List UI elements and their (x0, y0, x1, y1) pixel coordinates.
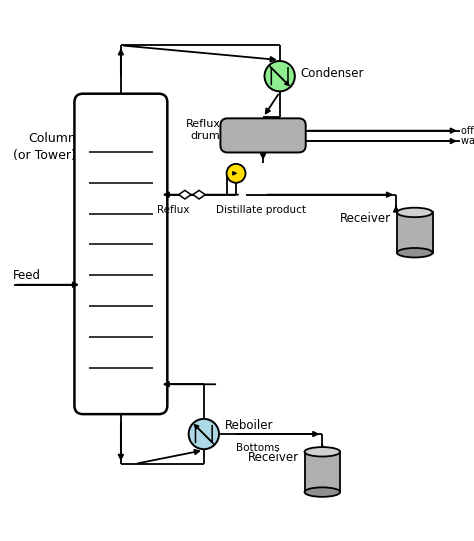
Bar (397, 213, 432, 253)
Ellipse shape (305, 447, 340, 457)
Polygon shape (193, 190, 205, 199)
Circle shape (189, 419, 219, 449)
Text: Feed: Feed (13, 269, 41, 282)
Text: Reflux: Reflux (157, 205, 189, 215)
FancyBboxPatch shape (74, 94, 167, 414)
Text: water outlet: water outlet (461, 136, 474, 146)
Ellipse shape (305, 487, 340, 497)
Text: Reboiler: Reboiler (225, 419, 273, 432)
Ellipse shape (397, 248, 432, 258)
Circle shape (264, 61, 295, 91)
Text: Receiver: Receiver (340, 212, 392, 225)
Text: Condenser: Condenser (301, 67, 364, 80)
Text: Bottoms: Bottoms (236, 443, 279, 453)
Text: Receiver: Receiver (248, 451, 299, 464)
Text: offgas line: offgas line (461, 126, 474, 136)
Circle shape (227, 164, 246, 183)
Text: Distillate product: Distillate product (216, 205, 306, 215)
Ellipse shape (397, 208, 432, 217)
Polygon shape (179, 190, 191, 199)
Bar (304, 452, 340, 492)
FancyBboxPatch shape (220, 118, 306, 153)
Text: Reflux
drum: Reflux drum (185, 118, 220, 141)
Text: Column
(or Tower): Column (or Tower) (13, 132, 76, 162)
